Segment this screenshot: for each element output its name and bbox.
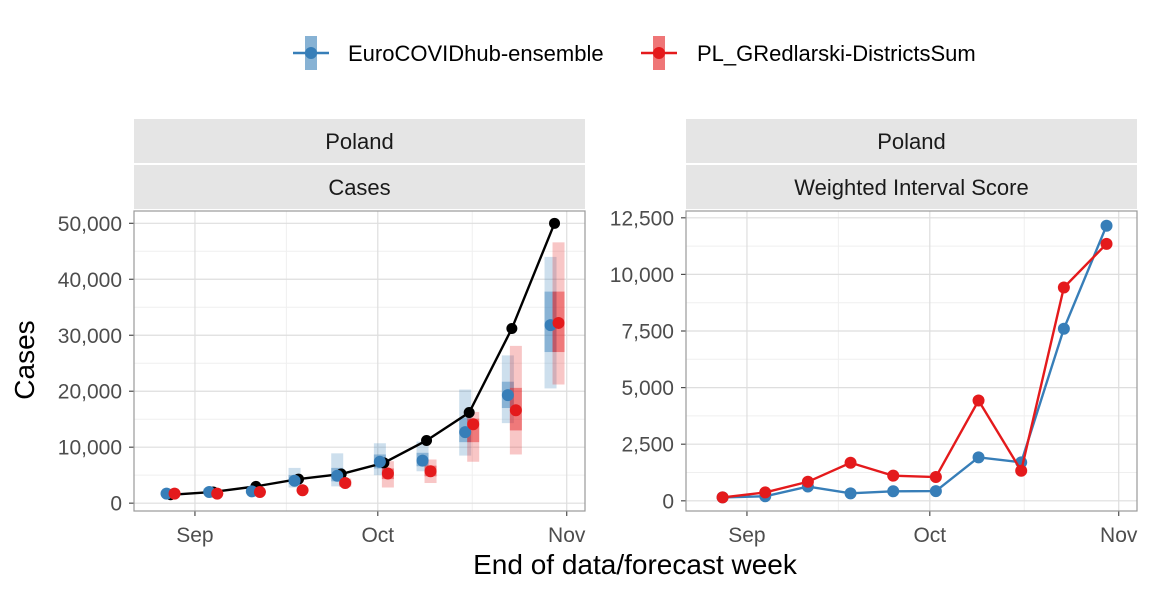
series-point: [929, 485, 942, 498]
panel-border: [685, 210, 1138, 512]
observed-point: [549, 217, 561, 229]
forecast-median-point: [424, 465, 437, 478]
facet-strip-label: Weighted Interval Score: [794, 175, 1028, 200]
forecast-median-point: [288, 474, 301, 487]
x-tick-label: Oct: [361, 524, 394, 547]
forecast-median-point: [296, 484, 309, 497]
y-tick-label: 10,000: [58, 437, 122, 460]
x-tick-label: Sep: [728, 524, 765, 547]
forecast-median-point: [501, 389, 514, 402]
facet-strip: [686, 165, 1137, 209]
observed-point: [463, 406, 475, 418]
x-axis-title: End of data/forecast week: [473, 549, 798, 580]
y-tick-label: 0: [662, 490, 674, 513]
series-point: [844, 456, 857, 469]
series-point: [1057, 281, 1070, 294]
facet-strip-label: Poland: [325, 129, 394, 154]
facet-strip: [134, 119, 585, 163]
x-tick-label: Nov: [548, 524, 586, 547]
observed-point: [506, 323, 518, 335]
forecast-interval-90: [552, 242, 565, 385]
legend-key-point: [653, 47, 665, 59]
forecast-median-point: [211, 487, 224, 500]
y-tick-label: 12,500: [610, 207, 674, 230]
forecast-median-point: [373, 455, 386, 468]
y-tick-label: 7,500: [621, 321, 674, 344]
y-tick-label: 40,000: [58, 269, 122, 292]
series-point: [759, 486, 772, 499]
forecast-interval-90: [509, 345, 522, 455]
legend: EuroCOVIDhub-ensemble PL_GRedlarski-Distr…: [293, 36, 976, 70]
forecast-median-point: [381, 467, 394, 480]
forecast-median-point: [467, 418, 480, 431]
forecast-median-point: [331, 469, 344, 482]
facet-strip: [134, 165, 585, 209]
panel-border: [133, 210, 586, 512]
facet-strip-label: Cases: [328, 175, 390, 200]
wis-panel: Poland Weighted Interval Score 0 2,500 5,000…: [610, 119, 1138, 547]
y-tick-label: 50,000: [58, 213, 122, 236]
observed-point: [421, 434, 433, 446]
series-point: [887, 469, 900, 482]
series-line: [722, 225, 1108, 499]
plot-area: [134, 211, 585, 511]
y-axis-title: Cases: [9, 320, 40, 399]
facet-strip: [686, 119, 1137, 163]
series-point: [887, 485, 900, 498]
forecast-median-point: [509, 404, 522, 417]
series-point: [1100, 237, 1113, 250]
series-point: [801, 475, 814, 488]
y-tick-label: 0: [110, 493, 122, 516]
series-point: [1100, 219, 1113, 232]
series-line: [722, 242, 1108, 499]
series-point: [1057, 322, 1070, 335]
series-point: [972, 394, 985, 407]
x-tick-label: Sep: [176, 524, 213, 547]
series-point: [1015, 464, 1028, 477]
series-point: [929, 471, 942, 484]
facet-strip-label: Poland: [877, 129, 946, 154]
series-point: [844, 487, 857, 500]
forecast-median-point: [339, 477, 352, 490]
y-tick-label: 20,000: [58, 381, 122, 404]
series-point: [716, 491, 729, 504]
y-tick-label: 5,000: [621, 377, 674, 400]
forecast-interval-90: [459, 389, 472, 456]
series-point: [972, 451, 985, 464]
plot-area: [686, 211, 1137, 511]
y-tick-label: 30,000: [58, 325, 122, 348]
y-tick-label: 10,000: [610, 264, 674, 287]
legend-label: EuroCOVIDhub-ensemble: [348, 41, 604, 66]
cases-panel: Poland Cases 0 10,000 20,000 30,000 40,000 50,0…: [58, 119, 586, 547]
forecast-median-point: [416, 454, 429, 467]
x-tick-label: Nov: [1100, 524, 1138, 547]
forecast-median-point: [168, 487, 181, 500]
observed-line: [170, 222, 556, 496]
y-tick-label: 2,500: [621, 434, 674, 457]
x-tick-label: Oct: [913, 524, 946, 547]
forecast-median-point: [459, 426, 472, 439]
forecast-median-point: [253, 485, 266, 498]
legend-key-point: [305, 47, 317, 59]
forecast-median-point: [552, 316, 565, 329]
legend-label: PL_GRedlarski-DistrictsSum: [697, 41, 976, 66]
